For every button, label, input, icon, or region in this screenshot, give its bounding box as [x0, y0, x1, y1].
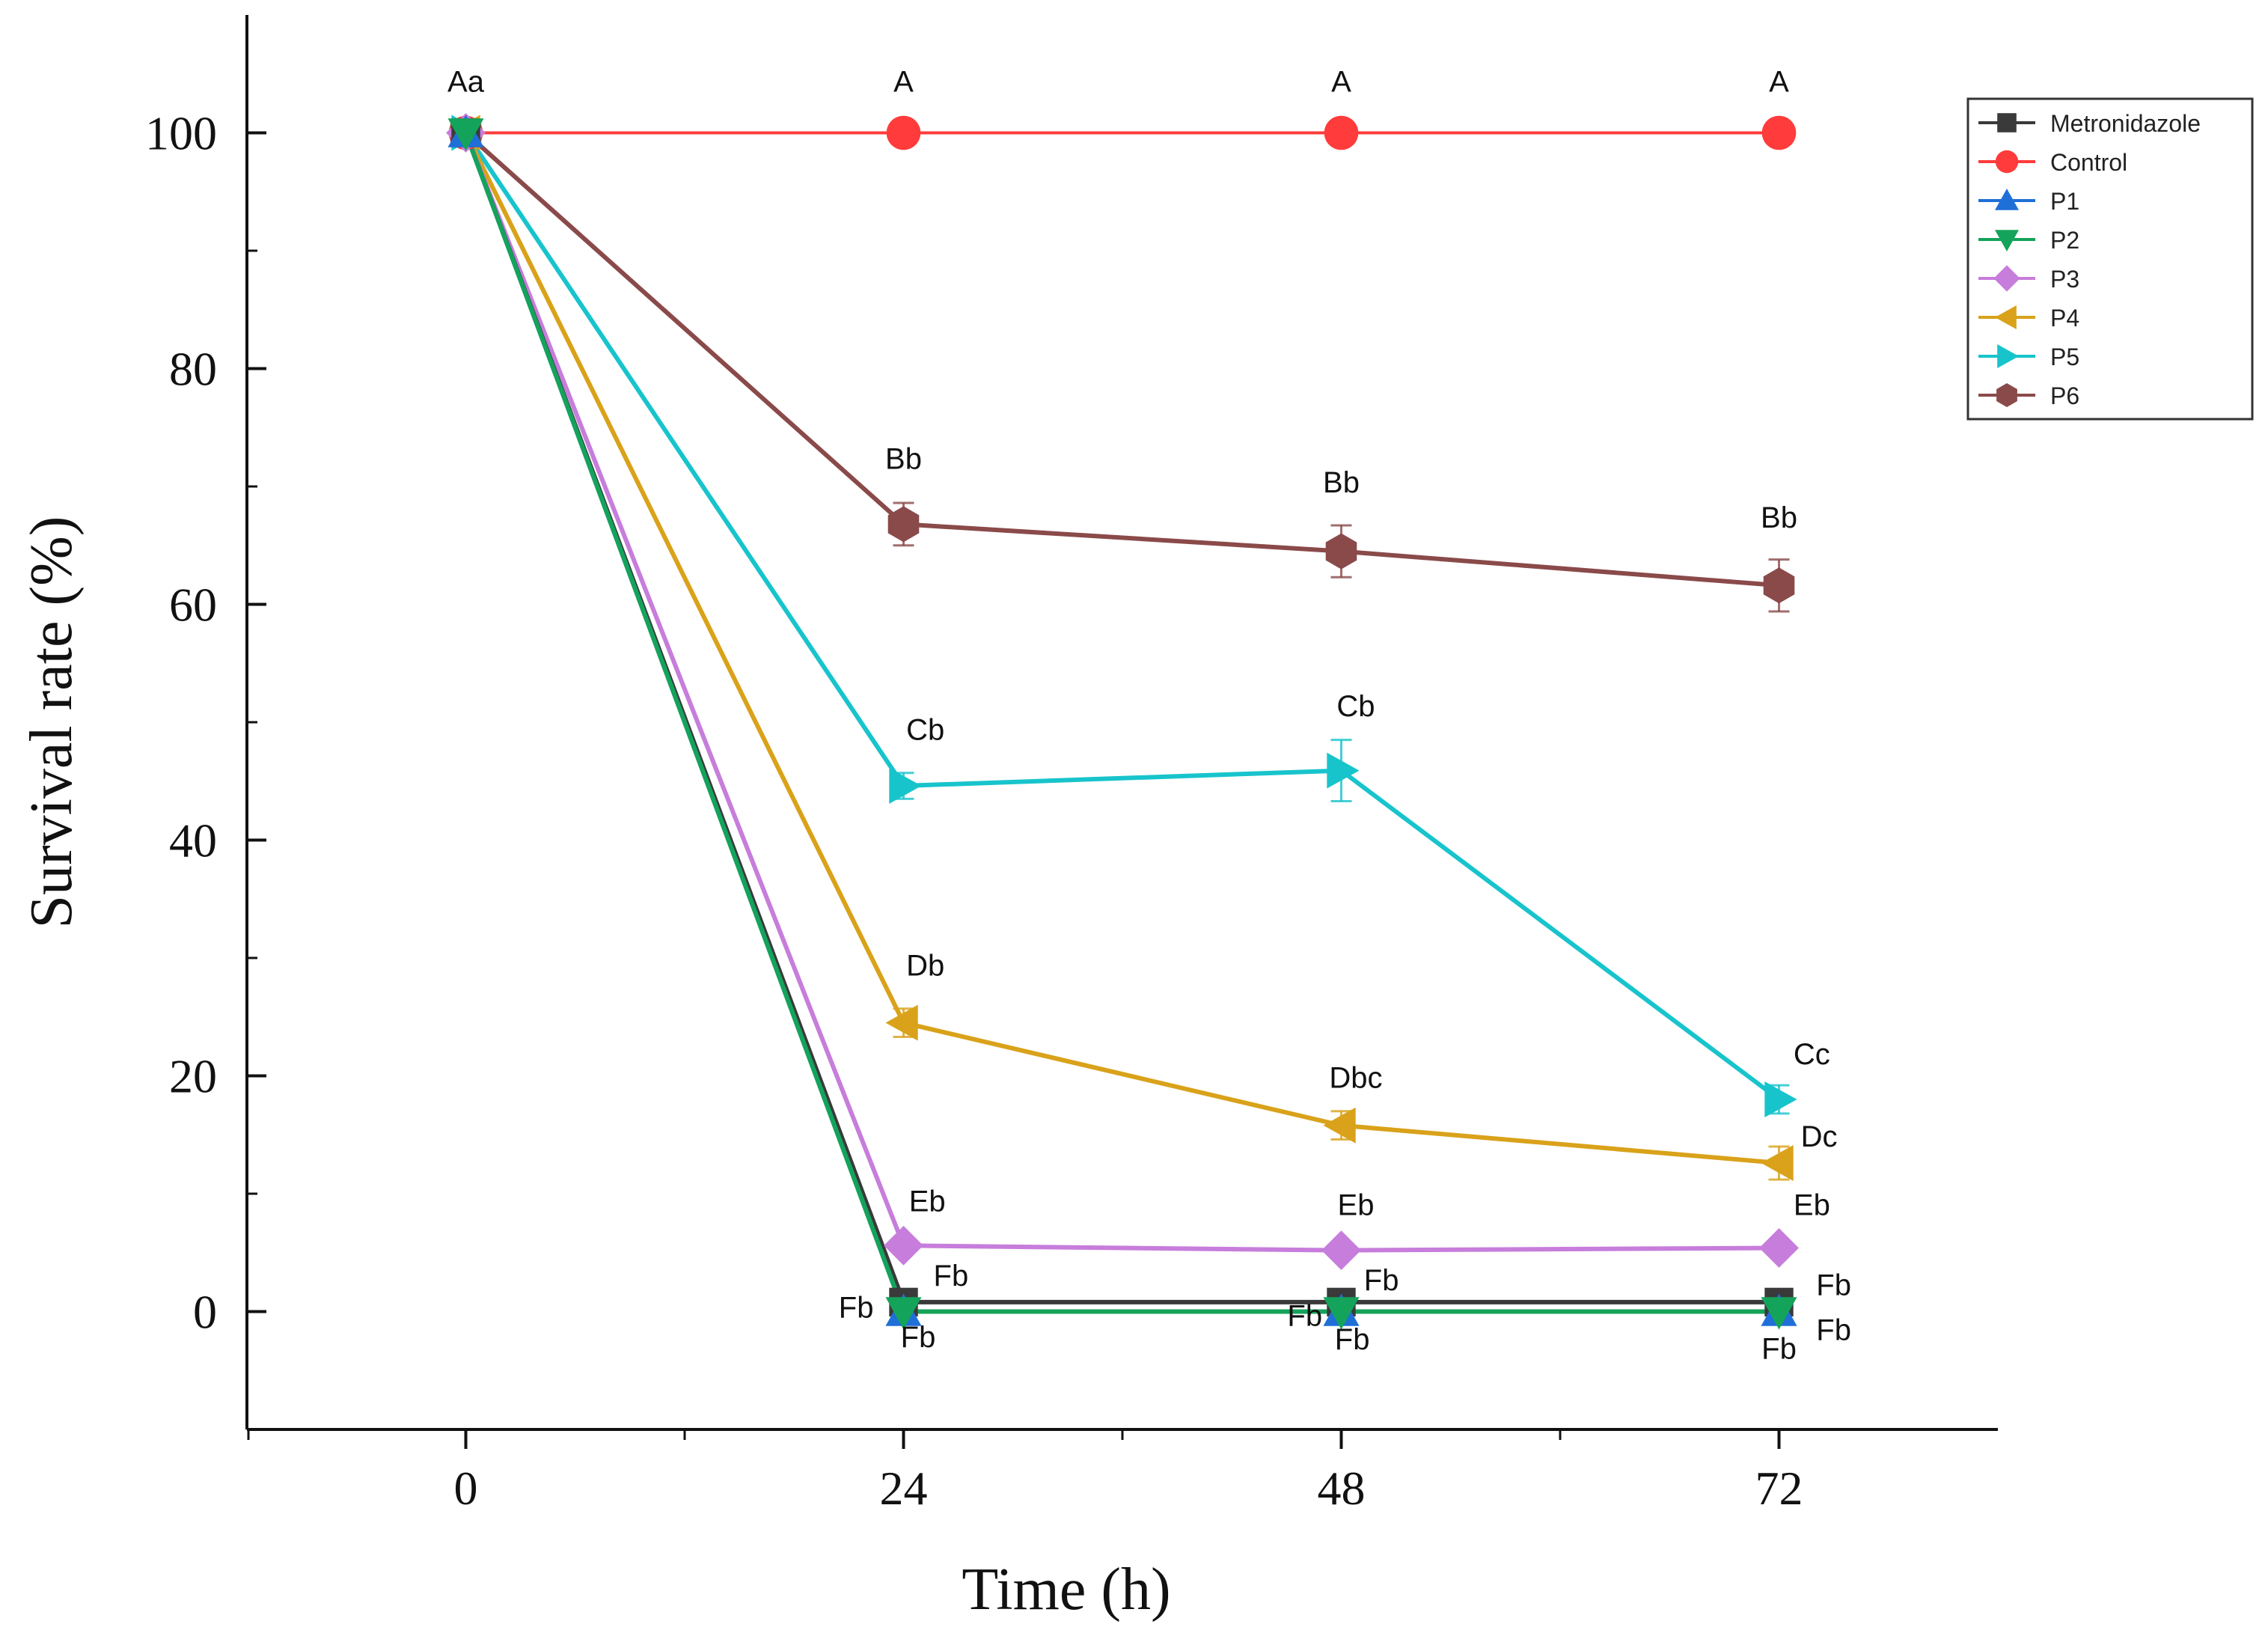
point-p3	[1759, 1228, 1799, 1268]
annotation-label: Fb	[1816, 1313, 1851, 1346]
annotation-label: Aa	[447, 65, 485, 98]
legend-marker-p5	[1997, 344, 2019, 368]
legend-box	[1966, 97, 2254, 421]
point-p6	[887, 506, 920, 543]
y-tick-label: 80	[169, 343, 217, 396]
annotation-label: Fb	[1761, 1333, 1797, 1366]
point-p2	[885, 1297, 922, 1330]
x-tick-label: 48	[1318, 1462, 1366, 1515]
axes	[245, 15, 1998, 1431]
annotation-label: Fb	[1364, 1264, 1399, 1297]
x-tick-label: 0	[454, 1462, 478, 1515]
y-tick-label: 40	[169, 814, 217, 867]
annotation-label: A	[1769, 65, 1789, 98]
annotation-label: Bb	[1761, 501, 1797, 534]
annotation-label: Dc	[1801, 1120, 1838, 1153]
series-lines	[463, 131, 1781, 1314]
legend-label-metronidazole: Metronidazole	[2050, 110, 2201, 137]
annotation-label: Dbc	[1329, 1061, 1382, 1094]
annotation-label: Eb	[1338, 1188, 1375, 1221]
error-bars	[893, 501, 1790, 1259]
annotation-label: Fb	[839, 1291, 874, 1324]
legend-marker-p4	[1995, 305, 2017, 329]
series-line-p6	[464, 131, 1779, 588]
x-axis-title: Time (h)	[962, 1557, 1170, 1623]
x-tick-label: 24	[880, 1462, 928, 1515]
annotation-label: Fb	[934, 1260, 969, 1292]
point-p3	[884, 1225, 923, 1266]
legend-label-p5: P5	[2050, 344, 2079, 370]
point-p6	[1763, 567, 1795, 604]
annotation-label: Cb	[1336, 690, 1375, 723]
legend-marker-p2	[1995, 230, 2019, 251]
point-p6	[1325, 533, 1357, 570]
annotation-label: Fb	[1287, 1299, 1322, 1332]
annotation-label: Fb	[901, 1321, 936, 1354]
point-p4	[1323, 1107, 1356, 1144]
annotation-label: Bb	[1323, 466, 1360, 499]
series-markers	[446, 113, 1799, 1330]
annotation-label: Cc	[1794, 1038, 1830, 1071]
annotation-label: Cb	[906, 714, 944, 747]
x-tick-label: 72	[1755, 1462, 1803, 1515]
annotation-label: Db	[906, 950, 944, 983]
annotation-label: Fb	[1816, 1269, 1851, 1301]
annotation-label: Eb	[909, 1185, 946, 1218]
significance-annotations: Aa A A A Bb Bb Bb Cb Cb Cc Db Dbc Dc Eb Eb Eb Fb Fb Fb Fb Fb…	[447, 65, 1851, 1365]
point-p5	[889, 768, 922, 804]
legend-marker-p1	[1995, 189, 2019, 210]
y-axis-title: Survival rate (%)	[19, 516, 85, 929]
point-p2	[447, 118, 484, 151]
legend-marker-p3	[1993, 265, 2020, 292]
legend-label-p6: P6	[2050, 382, 2079, 409]
legend-marker-p6	[1996, 383, 2017, 407]
annotation-label: A	[1331, 65, 1351, 98]
point-control	[1324, 115, 1359, 150]
y-tick-label: 60	[169, 579, 217, 632]
point-p5	[1327, 752, 1360, 789]
point-p3	[1321, 1230, 1361, 1270]
legend-label-control: Control	[2050, 149, 2127, 176]
legend-marker-metronidazole	[1997, 113, 2017, 132]
point-p5	[1764, 1081, 1797, 1117]
point-p2	[1761, 1297, 1797, 1330]
point-control	[886, 115, 921, 150]
point-p4	[1761, 1145, 1794, 1181]
y-tick-label: 100	[145, 107, 217, 160]
point-p2	[1323, 1297, 1360, 1330]
series-line-p5	[464, 131, 1781, 1102]
legend-label-p1: P1	[2050, 188, 2079, 215]
annotation-label: A	[893, 65, 914, 98]
annotation-label: Fb	[1335, 1323, 1370, 1356]
y-tick-label: 20	[169, 1050, 217, 1103]
series-line-p3	[463, 132, 1779, 1253]
annotation-label: Bb	[885, 442, 922, 475]
legend-marker-control	[1995, 150, 2019, 174]
legend-label-p4: P4	[2050, 305, 2079, 332]
point-p4	[885, 1004, 918, 1041]
series-line-p2	[463, 132, 1779, 1314]
legend-label-p3: P3	[2050, 266, 2079, 293]
series-line-p4	[463, 132, 1779, 1165]
y-tick-label: 0	[193, 1286, 217, 1339]
ticks: 0 20 40 60 80 100 0 24 48 72	[145, 107, 1803, 1516]
legend-label-p2: P2	[2050, 227, 2079, 254]
annotation-label: Eb	[1794, 1188, 1830, 1221]
point-control	[1761, 115, 1797, 150]
legend: Metronidazole Control P1 P2 P3 P4 P5 P6	[1966, 97, 2254, 421]
